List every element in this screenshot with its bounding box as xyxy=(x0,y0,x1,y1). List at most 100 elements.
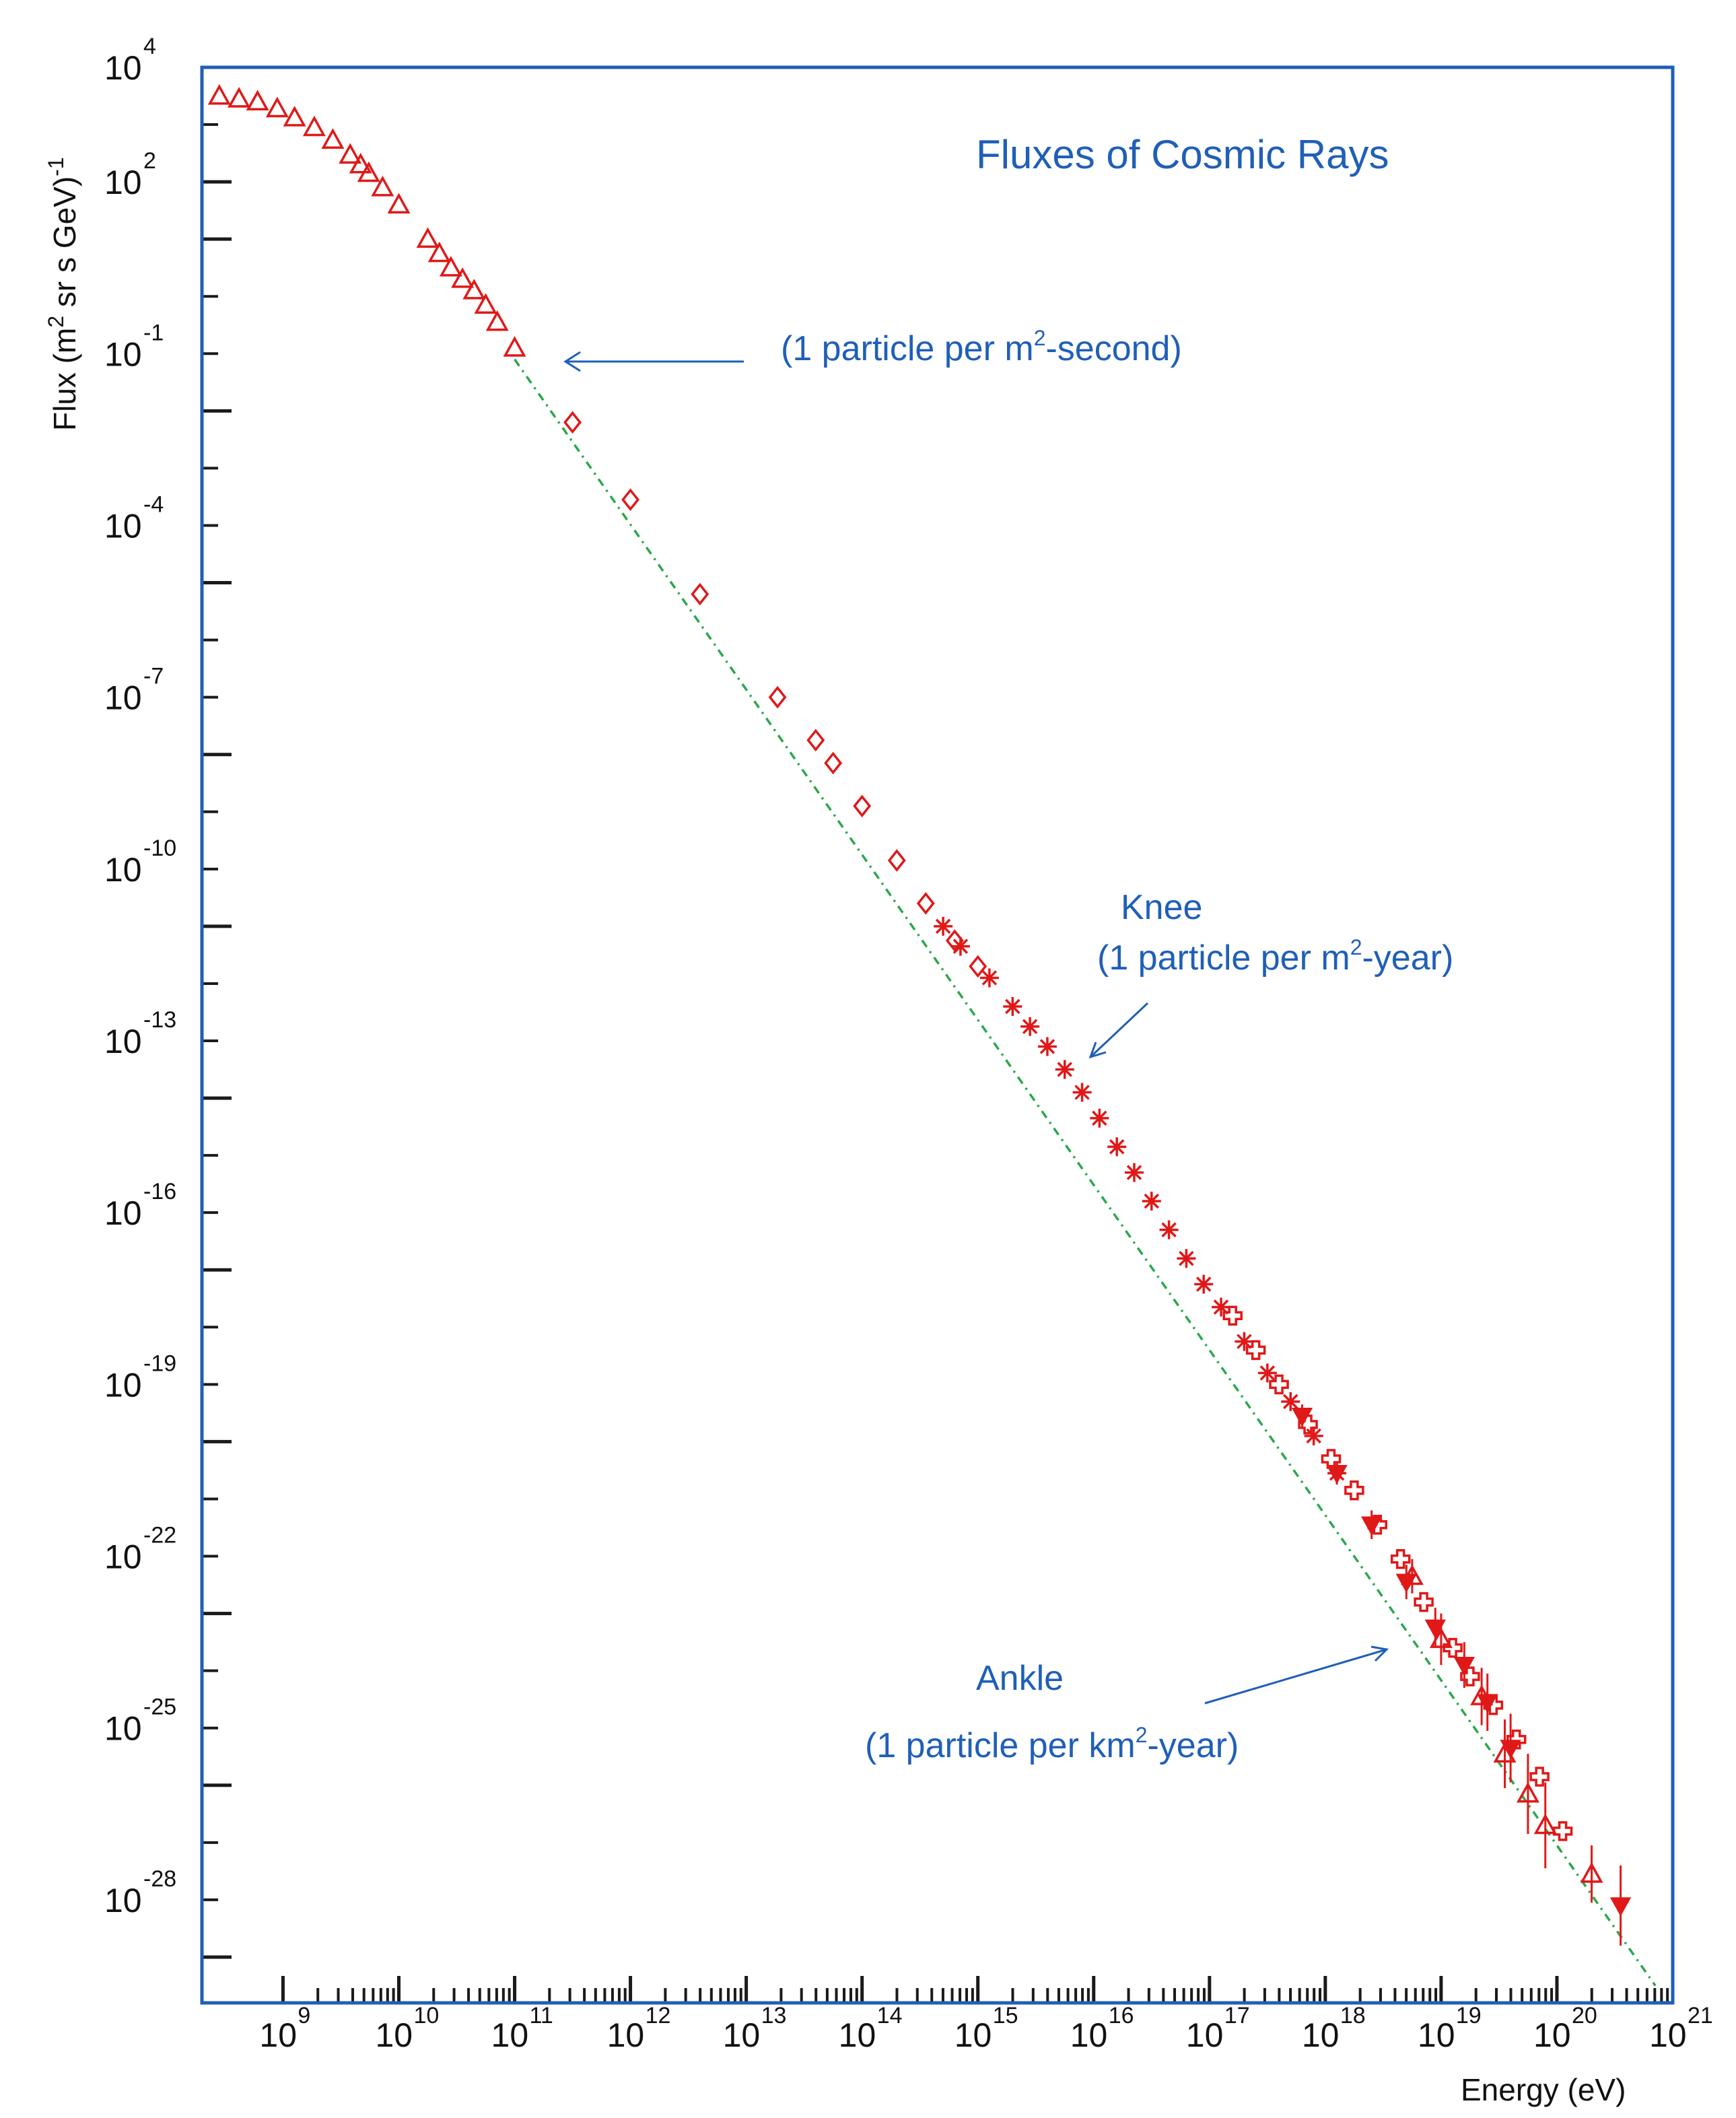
svg-text:Flux (m2 sr s GeV)-1: Flux (m2 sr s GeV)-1 xyxy=(44,157,82,431)
svg-text:21: 21 xyxy=(1688,2003,1713,2028)
svg-text:10: 10 xyxy=(259,2016,297,2054)
diamond-point xyxy=(969,955,987,978)
asterisk-point xyxy=(1090,1108,1109,1128)
annotation-ankle: Ankle (1 particle per km2-year) xyxy=(865,1645,1389,1765)
filled-triangle-point xyxy=(1326,1465,1348,1484)
svg-text:10: 10 xyxy=(839,2016,876,2054)
y-tick-label: 104 xyxy=(104,34,156,87)
cross-point xyxy=(1552,1821,1573,1841)
triangle-point xyxy=(321,128,345,149)
svg-text:10: 10 xyxy=(723,2016,761,2054)
asterisk-point xyxy=(1037,1037,1057,1056)
triangle-point xyxy=(474,293,497,314)
svg-text:16: 16 xyxy=(1109,2003,1134,2028)
diamond-point xyxy=(916,892,935,915)
triangle-point xyxy=(485,310,509,331)
triangle-point xyxy=(1429,1627,1453,1648)
triangle-point xyxy=(1516,1781,1539,1803)
triangle-point xyxy=(387,193,411,214)
svg-text:10: 10 xyxy=(104,507,142,545)
svg-text:12: 12 xyxy=(646,2003,671,2028)
cross-point xyxy=(1529,1767,1550,1787)
svg-text:10: 10 xyxy=(413,2003,439,2028)
asterisk-point xyxy=(1177,1249,1196,1268)
cross-point xyxy=(1390,1549,1411,1569)
y-tick-label: 10-4 xyxy=(104,491,164,545)
cross-point xyxy=(1443,1637,1463,1658)
svg-text:10: 10 xyxy=(104,1366,142,1404)
asterisk-point xyxy=(1194,1274,1214,1294)
svg-text:10: 10 xyxy=(1302,2016,1340,2054)
triangle-point xyxy=(265,96,289,118)
svg-text:(1 particle per km2-year): (1 particle per km2-year) xyxy=(865,1723,1239,1765)
svg-text:9: 9 xyxy=(298,2003,310,2028)
svg-text:10: 10 xyxy=(491,2016,529,2054)
triangle-point xyxy=(462,279,486,300)
cross-point xyxy=(1414,1592,1434,1612)
svg-text:-13: -13 xyxy=(143,1007,176,1033)
y-tick-labels: 10410210-110-410-710-1010-1310-1610-1910… xyxy=(104,34,176,1919)
svg-text:10: 10 xyxy=(1070,2016,1108,2054)
svg-text:4: 4 xyxy=(143,34,156,59)
triangle-point xyxy=(1470,1684,1494,1705)
power-law-fit-line xyxy=(514,358,1657,1987)
svg-text:-10: -10 xyxy=(143,835,176,861)
y-tick-label: 10-16 xyxy=(104,1179,176,1232)
cross-point xyxy=(1344,1480,1364,1501)
triangle-point xyxy=(1533,1813,1557,1835)
triangle-point xyxy=(339,143,362,164)
asterisk-point xyxy=(1107,1137,1127,1157)
svg-text:10: 10 xyxy=(104,1023,142,1060)
svg-text:10: 10 xyxy=(104,1194,142,1232)
asterisk-point xyxy=(1142,1192,1161,1211)
fit-line-segment xyxy=(514,358,1657,1987)
svg-text:(1 particle per m2-year): (1 particle per m2-year) xyxy=(1097,935,1453,978)
filled-triangle-point xyxy=(1424,1619,1447,1639)
y-tick-label: 10-13 xyxy=(104,1007,176,1060)
triangle-point xyxy=(1493,1742,1517,1763)
svg-text:10: 10 xyxy=(104,335,142,373)
cross-point xyxy=(1269,1374,1289,1395)
diamond-point xyxy=(563,411,582,434)
triangle-point xyxy=(228,87,251,108)
cross-point xyxy=(1506,1729,1527,1750)
svg-text:-19: -19 xyxy=(143,1351,176,1376)
triangle-point xyxy=(427,241,451,263)
asterisk-point xyxy=(979,968,999,988)
svg-text:10: 10 xyxy=(607,2016,645,2054)
filled-triangle-point xyxy=(1360,1516,1383,1536)
y-tick-label: 10-25 xyxy=(104,1695,176,1748)
svg-text:10: 10 xyxy=(104,851,142,889)
diamond-point xyxy=(621,488,640,511)
diamond-point xyxy=(768,685,787,709)
asterisk-point xyxy=(1003,996,1022,1016)
triangle-point xyxy=(1580,1862,1603,1883)
asterisk-point xyxy=(1257,1363,1277,1383)
y-tick-label: 102 xyxy=(104,148,156,201)
data-points xyxy=(207,83,1632,1946)
chart-title: Fluxes of Cosmic Rays xyxy=(976,132,1389,177)
asterisk-point xyxy=(1020,1017,1040,1036)
cross-point xyxy=(1245,1340,1266,1361)
diamond-point xyxy=(691,582,709,606)
svg-text:10: 10 xyxy=(104,1882,142,1919)
y-tick-label: 10-19 xyxy=(104,1351,176,1404)
asterisk-point xyxy=(1159,1220,1179,1239)
asterisk-point xyxy=(934,916,953,936)
svg-text:Knee: Knee xyxy=(1121,888,1202,927)
cross-point xyxy=(1222,1305,1243,1326)
filled-triangle-point xyxy=(1609,1897,1632,1917)
asterisk-point xyxy=(1235,1332,1254,1351)
triangle-point xyxy=(349,152,372,174)
svg-text:10: 10 xyxy=(375,2016,413,2054)
svg-text:10: 10 xyxy=(1533,2016,1571,2054)
y-tick-label: 10-7 xyxy=(104,664,164,717)
svg-text:19: 19 xyxy=(1456,2003,1482,2028)
asterisk-point xyxy=(1072,1083,1092,1102)
triangle-point xyxy=(439,256,462,277)
